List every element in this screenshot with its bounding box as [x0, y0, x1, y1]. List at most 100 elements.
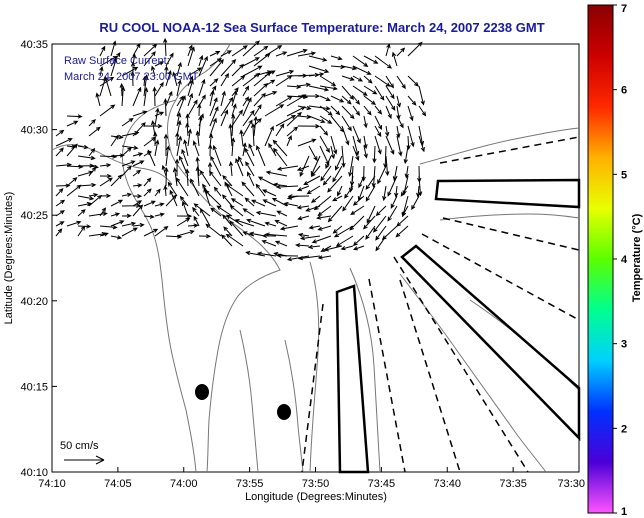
current-vector-arrow	[297, 51, 317, 57]
current-vector-arrow	[253, 83, 269, 97]
current-vector-arrow	[55, 147, 64, 157]
current-vector-arrow	[209, 170, 222, 187]
current-vector-arrow	[344, 185, 354, 199]
current-vector-arrow	[363, 105, 372, 116]
current-vector-arrow	[332, 225, 343, 234]
current-vector-arrow	[143, 87, 149, 107]
current-vector-arrow	[143, 200, 156, 207]
current-vector-arrow	[310, 165, 321, 178]
current-vector-arrow	[99, 232, 109, 237]
x-axis: 74:10 74:05 74:00 73:55 73:50 73:45 73:40 73:35…	[38, 467, 585, 490]
current-vector-arrow	[164, 167, 169, 187]
current-vector-arrow	[213, 186, 222, 197]
current-vector-arrow	[296, 165, 310, 171]
current-vector-arrow	[163, 184, 168, 197]
current-vector-arrow	[264, 91, 278, 97]
x-tick-label: 73:45	[368, 478, 396, 490]
current-vector-arrow	[333, 225, 354, 238]
current-vector-arrow	[174, 158, 180, 177]
current-vector-arrow	[375, 225, 387, 241]
current-vector-arrow	[341, 65, 358, 71]
current-vector-arrow	[297, 93, 321, 99]
current-vector-arrow	[363, 145, 368, 159]
current-vector-arrow	[235, 157, 244, 177]
current-vector-arrow	[286, 94, 307, 107]
current-vector-arrow	[176, 217, 191, 227]
current-vector-arrow	[363, 215, 376, 230]
current-vector-arrow	[193, 215, 200, 227]
current-vector-arrow	[187, 99, 198, 117]
current-vector-arrow	[305, 205, 321, 212]
current-vector-arrow	[154, 188, 161, 197]
current-vector-arrow	[176, 213, 193, 219]
current-vector-arrow	[231, 113, 236, 137]
current-vector-arrow	[253, 92, 266, 107]
x-tick-label: 74:10	[38, 478, 66, 490]
current-vector-arrow	[242, 97, 252, 117]
current-vector-arrow	[165, 145, 171, 167]
current-vector-arrow	[332, 195, 343, 202]
current-vector-arrow	[274, 240, 288, 247]
current-vector-arrow	[246, 218, 266, 227]
current-vector-arrow	[228, 160, 234, 177]
current-vector-arrow	[365, 225, 376, 240]
current-vector-arrow	[352, 235, 365, 247]
current-vector-arrow	[341, 85, 355, 100]
current-vector-arrow	[296, 185, 310, 192]
current-vector-arrow	[286, 48, 308, 57]
current-vector-arrow	[247, 171, 255, 187]
current-vector-arrow	[132, 42, 141, 57]
current-vector-arrow	[238, 155, 244, 167]
current-vector-arrow	[121, 165, 132, 177]
current-vector-arrow	[363, 75, 373, 84]
current-vector-arrow	[66, 177, 78, 187]
current-vector-arrow	[374, 135, 382, 155]
current-vector-arrow	[198, 115, 203, 137]
current-vector-arrow	[153, 131, 158, 147]
current-vector-arrow	[272, 139, 288, 157]
x-tick-label: 73:35	[499, 478, 527, 490]
current-vector-arrow	[143, 228, 159, 237]
current-vector-arrow	[253, 45, 269, 57]
current-vector-arrow	[120, 86, 126, 107]
current-vector-arrow	[154, 139, 160, 157]
current-vector-arrow	[403, 145, 409, 165]
current-vector-arrow	[327, 205, 343, 223]
current-vector-arrow	[297, 124, 321, 129]
current-vectors	[55, 37, 427, 262]
current-vector-arrow	[99, 104, 116, 117]
current-vector-arrow	[296, 205, 310, 210]
current-vector-arrow	[375, 235, 387, 252]
current-vector-arrow	[319, 85, 338, 91]
current-vector-arrow	[77, 195, 95, 201]
current-vector-arrow	[154, 61, 165, 67]
current-vector-arrow	[179, 195, 189, 207]
colorbar-tick-label: 7	[621, 3, 627, 15]
current-vector-arrow	[374, 85, 385, 101]
current-vector-arrow	[396, 47, 406, 57]
current-vector-arrow	[400, 185, 409, 197]
current-vector-arrow	[272, 182, 288, 187]
current-vector-arrow	[311, 235, 332, 244]
dashed-line	[393, 256, 529, 473]
current-vector-arrow	[176, 79, 182, 97]
current-vector-arrow	[365, 175, 376, 191]
current-vector-arrow	[130, 71, 135, 87]
colorbar-tick-label: 5	[621, 169, 627, 181]
current-vector-arrow	[275, 115, 297, 127]
current-vector-arrow	[262, 199, 277, 207]
current-vector-arrow	[374, 55, 393, 69]
current-vector-arrow	[154, 81, 164, 97]
current-vector-arrow	[341, 75, 355, 81]
current-vector-arrow	[121, 213, 132, 219]
current-vector-arrow	[55, 187, 64, 197]
current-vector-arrow	[163, 98, 168, 117]
current-vector-arrow	[255, 183, 266, 197]
current-vector-arrow	[77, 155, 96, 161]
current-time-label: March 24, 2007 23:00 GMT	[64, 71, 199, 83]
current-vector-arrow	[209, 97, 218, 117]
current-vector-arrow	[341, 125, 350, 146]
current-vector-arrow	[352, 135, 360, 157]
current-vector-arrow	[253, 52, 271, 67]
current-vector-arrow	[221, 194, 233, 207]
